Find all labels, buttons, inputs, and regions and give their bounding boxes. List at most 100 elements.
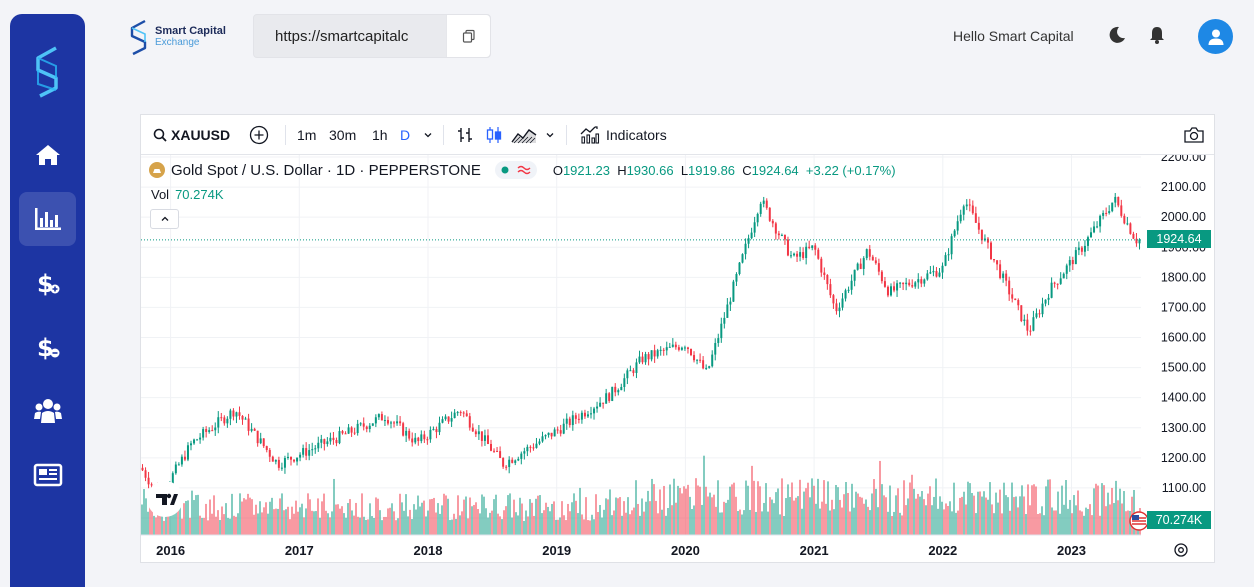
market-open-dot-icon (501, 166, 509, 174)
candle-body (726, 304, 729, 318)
volume-bar (779, 514, 781, 535)
volume-bar (293, 513, 295, 535)
volume-bar (689, 496, 691, 535)
candle-body (186, 445, 189, 460)
volume-bar (1087, 508, 1089, 535)
candle-body (474, 431, 477, 435)
volume-bar (541, 513, 543, 535)
volume-bar (309, 499, 311, 535)
candle-body (1080, 247, 1083, 252)
avatar[interactable] (1198, 19, 1233, 54)
volume-bar (607, 499, 609, 535)
chart-style-dropdown[interactable] (545, 115, 555, 155)
volume-bar (275, 508, 277, 535)
volume-bar (1105, 506, 1107, 535)
sidebar-item-home[interactable] (19, 128, 76, 182)
timeframe-dropdown[interactable] (423, 115, 433, 155)
symbol-search[interactable]: XAUUSD (153, 115, 230, 155)
brand[interactable]: Smart Capital Exchange (127, 18, 226, 56)
volume-bar (187, 500, 189, 535)
volume-bar (1011, 482, 1013, 535)
candle-body (999, 264, 1002, 279)
volume-bar (1077, 490, 1079, 535)
y-tick-label: 1600.00 (1161, 331, 1206, 345)
collapse-legend-button[interactable] (150, 209, 179, 229)
volume-bar (937, 508, 939, 535)
chart-toolbar: XAUUSD 1m 30m 1h D (141, 115, 1214, 155)
volume-bar (579, 487, 581, 535)
candle-body (211, 430, 214, 432)
notifications-button[interactable] (1147, 25, 1167, 45)
volume-bar (805, 488, 807, 535)
low-value: 1919.86 (688, 162, 736, 178)
volume-bar (455, 518, 457, 535)
indicators-button[interactable]: Indicators (580, 115, 667, 155)
timeframe-d[interactable]: D (400, 127, 411, 143)
sidebar-item-charts[interactable] (19, 192, 76, 246)
compare-button[interactable] (249, 115, 269, 155)
brand-name: Smart Capital (155, 25, 226, 37)
candle-body (838, 307, 841, 312)
sidebar-item-news[interactable] (19, 448, 76, 502)
timeframe-1m[interactable]: 1m (297, 127, 317, 143)
timeframe-30m[interactable]: 30m (329, 127, 357, 143)
candles-style-button[interactable] (485, 115, 503, 155)
volume-bar (991, 504, 993, 535)
candle-body (862, 258, 865, 269)
candle-body (380, 414, 383, 421)
volume-bar (875, 488, 877, 535)
volume-bar (423, 500, 425, 535)
volume-bar (307, 493, 309, 535)
volume-bar (693, 505, 695, 535)
candle-body (465, 413, 468, 417)
candle-body (411, 438, 414, 443)
volume-bar (483, 496, 485, 535)
sidebar-item-users[interactable] (19, 384, 76, 438)
volume-bar (335, 504, 337, 535)
candle-body (1050, 282, 1053, 298)
candle-body (565, 418, 568, 424)
candle-body (993, 259, 996, 261)
volume-bar (969, 483, 971, 535)
candle-body (493, 450, 496, 452)
snapshot-button[interactable] (1183, 115, 1205, 155)
dark-mode-toggle[interactable] (1107, 25, 1127, 45)
candle-body (674, 344, 677, 348)
x-tick-label: 2018 (414, 543, 443, 558)
app-logo-icon[interactable] (30, 44, 66, 100)
volume-bar (217, 510, 219, 535)
copy-icon (462, 29, 475, 43)
candle-body (477, 431, 480, 435)
market-status-pill[interactable] (494, 161, 537, 179)
sidebar-item-buy[interactable]: $ (19, 256, 76, 310)
price-chart[interactable]: 2200.002100.002000.001900.001800.001700.… (141, 155, 1216, 564)
referral-url[interactable]: https://smartcapitalc (275, 28, 409, 45)
timeframe-1h[interactable]: 1h (372, 127, 388, 143)
volume-bar (573, 493, 575, 535)
tradingview-logo-icon[interactable] (147, 481, 183, 517)
last-volume-tag: 70.274K (1147, 511, 1211, 529)
volume-bar (323, 493, 325, 535)
candle-body (932, 271, 935, 273)
candle-body (450, 418, 453, 422)
volume-bar (385, 516, 387, 535)
instrument-title[interactable]: Gold Spot / U.S. Dollar · 1D · PEPPERSTO… (171, 161, 481, 179)
sidebar-item-sell[interactable]: $ (19, 320, 76, 374)
volume-bar (177, 496, 179, 535)
volume-bar (833, 509, 835, 535)
candle-body (353, 432, 356, 434)
candle-body (371, 423, 374, 426)
volume-bar (1047, 479, 1049, 535)
volume-bar (413, 504, 415, 535)
candle-body (832, 295, 835, 304)
volume-bar (359, 517, 361, 535)
candle-body (396, 421, 399, 424)
bar-style-button[interactable] (456, 115, 474, 155)
candle-body (859, 263, 862, 269)
copy-button[interactable] (446, 15, 490, 57)
candle-body (1077, 247, 1080, 251)
area-style-button[interactable] (511, 115, 537, 155)
volume-bar (669, 484, 671, 535)
volume-bar (249, 497, 251, 535)
chart-settings-icon[interactable] (1174, 543, 1188, 557)
